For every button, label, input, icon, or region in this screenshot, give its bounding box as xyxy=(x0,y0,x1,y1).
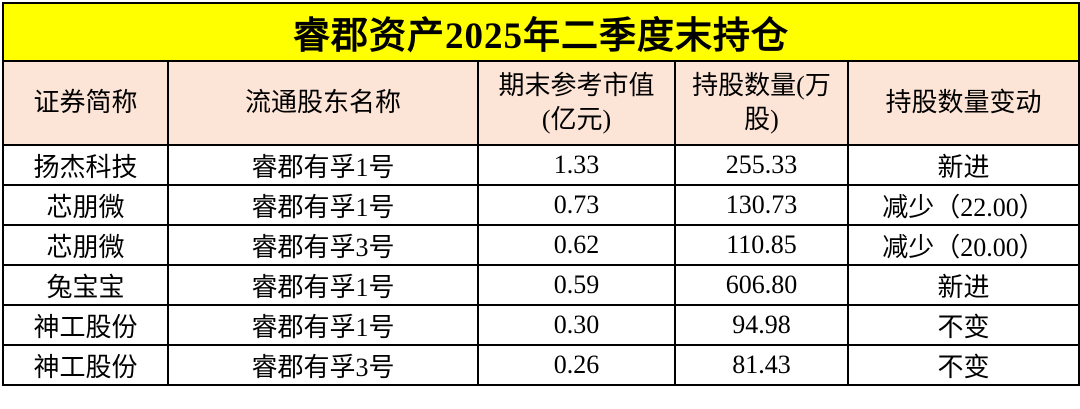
cell-security-name: 神工股份 xyxy=(2,344,169,386)
cell-share-change: 新进 xyxy=(847,144,1080,186)
cell-share-count: 130.73 xyxy=(674,184,849,226)
cell-holder-name: 睿郡有孚3号 xyxy=(167,224,479,266)
cell-market-value: 0.26 xyxy=(477,344,676,386)
cell-holder-name: 睿郡有孚3号 xyxy=(167,344,479,386)
cell-market-value: 0.30 xyxy=(477,304,676,346)
cell-market-value: 0.62 xyxy=(477,224,676,266)
table-title: 睿郡资产2025年二季度末持仓 xyxy=(2,2,1080,62)
cell-share-count: 110.85 xyxy=(674,224,849,266)
table-row: 芯朋微 睿郡有孚3号 0.62 110.85 减少（20.00） xyxy=(2,224,1080,266)
table-row: 扬杰科技 睿郡有孚1号 1.33 255.33 新进 xyxy=(2,144,1080,186)
header-security-name: 证券简称 xyxy=(2,60,169,146)
cell-share-change: 不变 xyxy=(847,344,1080,386)
cell-market-value: 0.73 xyxy=(477,184,676,226)
cell-holder-name: 睿郡有孚1号 xyxy=(167,304,479,346)
cell-share-change: 减少（20.00） xyxy=(847,224,1080,266)
cell-share-count: 94.98 xyxy=(674,304,849,346)
cell-share-change: 新进 xyxy=(847,264,1080,306)
cell-share-count: 81.43 xyxy=(674,344,849,386)
cell-security-name: 神工股份 xyxy=(2,304,169,346)
table-row: 神工股份 睿郡有孚3号 0.26 81.43 不变 xyxy=(2,344,1080,386)
cell-security-name: 芯朋微 xyxy=(2,224,169,266)
cell-share-change: 不变 xyxy=(847,304,1080,346)
cell-security-name: 芯朋微 xyxy=(2,184,169,226)
table-row: 兔宝宝 睿郡有孚1号 0.59 606.80 新进 xyxy=(2,264,1080,306)
cell-share-change: 减少（22.00） xyxy=(847,184,1080,226)
title-row: 睿郡资产2025年二季度末持仓 xyxy=(2,2,1080,62)
cell-share-count: 255.33 xyxy=(674,144,849,186)
cell-market-value: 1.33 xyxy=(477,144,676,186)
header-share-count: 持股数量(万股) xyxy=(674,60,849,146)
cell-holder-name: 睿郡有孚1号 xyxy=(167,144,479,186)
cell-security-name: 扬杰科技 xyxy=(2,144,169,186)
table-row: 芯朋微 睿郡有孚1号 0.73 130.73 减少（22.00） xyxy=(2,184,1080,226)
header-share-change: 持股数量变动 xyxy=(847,60,1080,146)
cell-holder-name: 睿郡有孚1号 xyxy=(167,264,479,306)
cell-market-value: 0.59 xyxy=(477,264,676,306)
holdings-table: 睿郡资产2025年二季度末持仓 证券简称 流通股东名称 期末参考市值(亿元) 持… xyxy=(2,2,1080,386)
cell-security-name: 兔宝宝 xyxy=(2,264,169,306)
header-holder-name: 流通股东名称 xyxy=(167,60,479,146)
header-row: 证券简称 流通股东名称 期末参考市值(亿元) 持股数量(万股) 持股数量变动 xyxy=(2,60,1080,146)
table-row: 神工股份 睿郡有孚1号 0.30 94.98 不变 xyxy=(2,304,1080,346)
cell-share-count: 606.80 xyxy=(674,264,849,306)
header-market-value: 期末参考市值(亿元) xyxy=(477,60,676,146)
cell-holder-name: 睿郡有孚1号 xyxy=(167,184,479,226)
